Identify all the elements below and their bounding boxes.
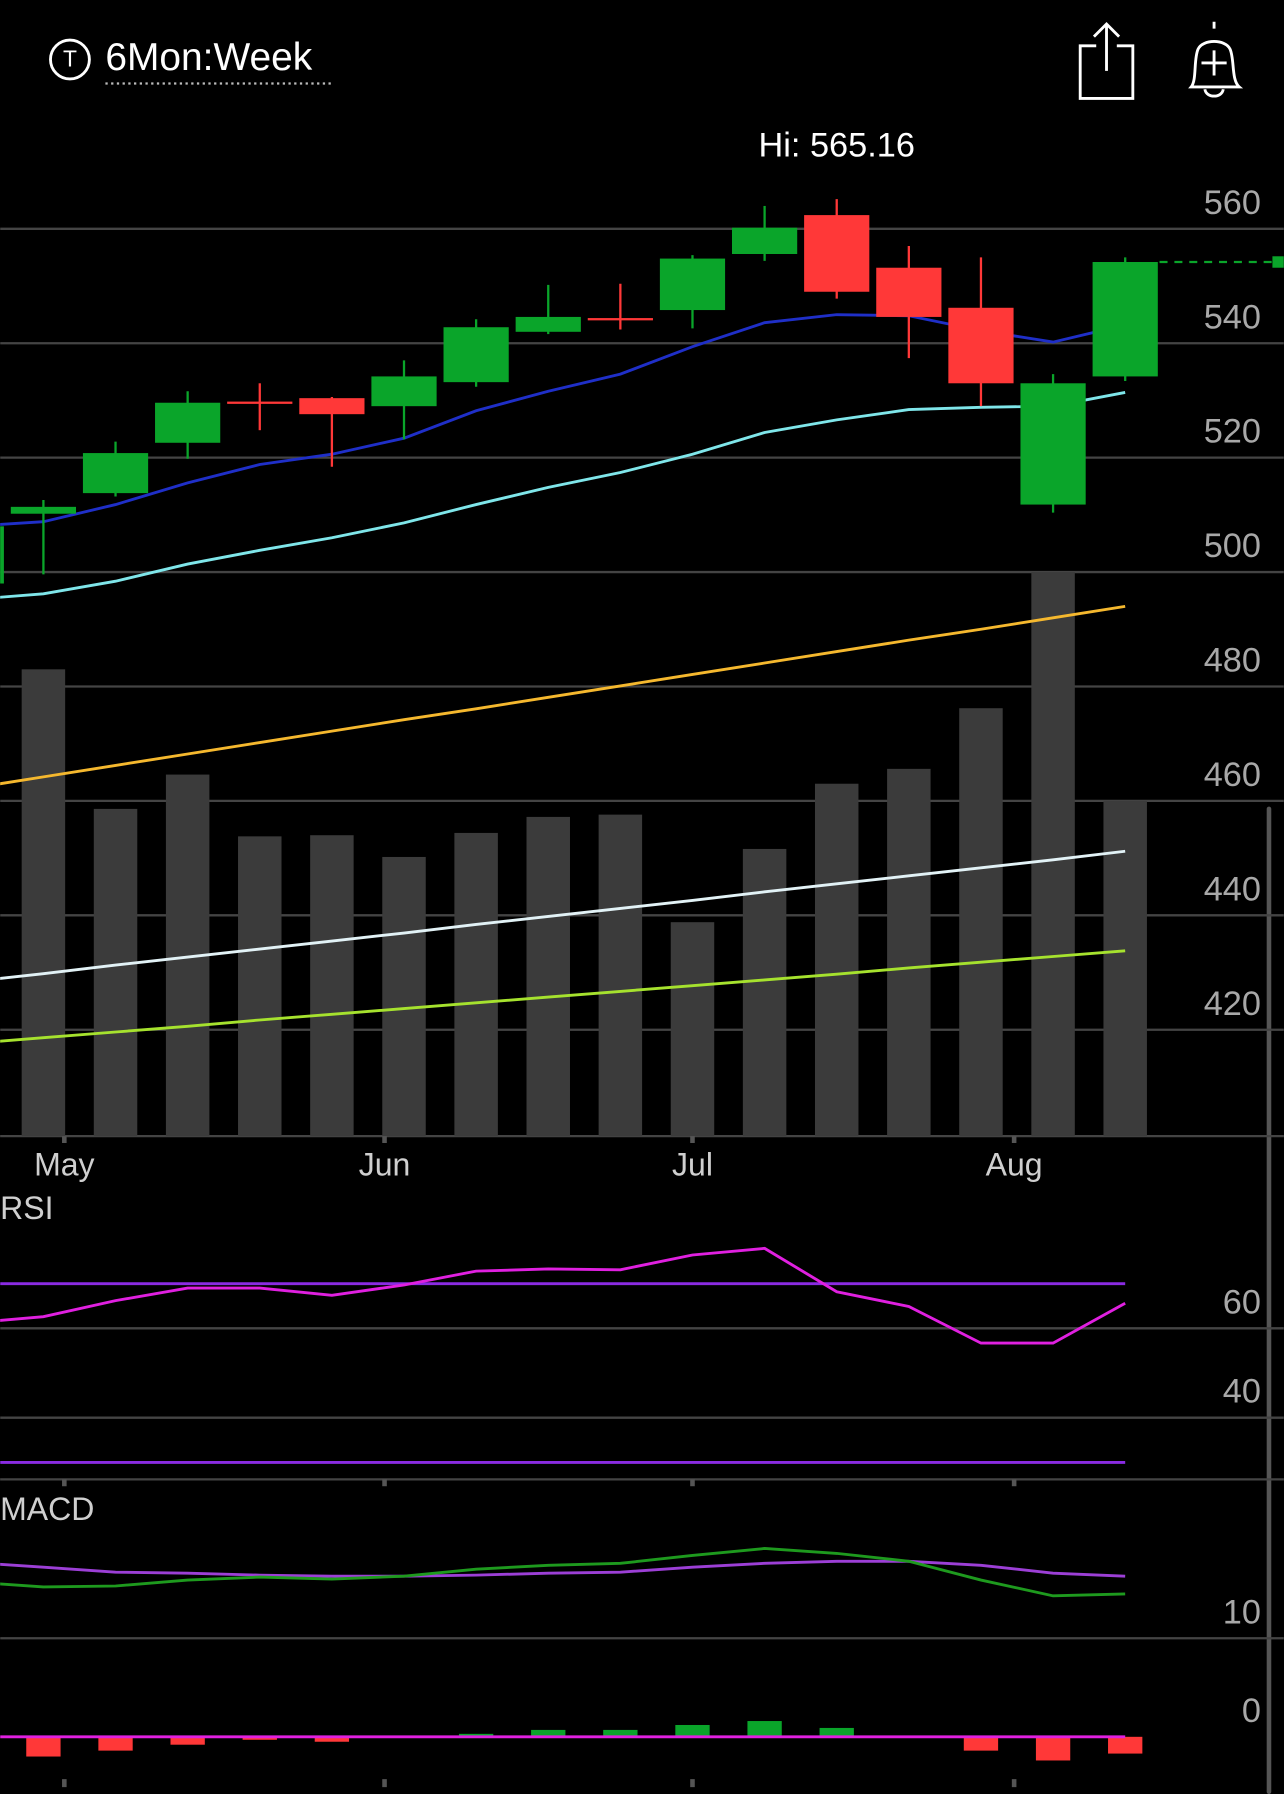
macd-histogram-bar xyxy=(26,1736,61,1757)
y-tick-label: 40 xyxy=(1223,1373,1261,1411)
y-tick-label: 480 xyxy=(1204,642,1261,680)
macd-histogram-bar xyxy=(1108,1736,1143,1754)
volume-bar xyxy=(814,783,859,1137)
y-tick-label: 540 xyxy=(1204,298,1261,336)
y-tick-label: 0 xyxy=(1242,1692,1261,1730)
macd-histogram-bar xyxy=(314,1736,350,1742)
candle-body xyxy=(155,402,221,443)
volume-bar xyxy=(310,835,354,1137)
candle-body xyxy=(10,506,77,514)
candle-body xyxy=(876,267,942,317)
y-tick-label: 500 xyxy=(1204,527,1261,565)
volume-bar xyxy=(93,808,138,1137)
plot-area: 420 440 460 480 500 520 540 560 Hi: 565.16 May Jun… xyxy=(0,127,1284,1788)
high-annotation: Hi: 565.16 xyxy=(759,127,915,165)
y-tick-label: 420 xyxy=(1204,985,1261,1023)
volume-bar xyxy=(959,708,1003,1137)
y-tick-label: 60 xyxy=(1223,1283,1261,1321)
macd-histogram-bar xyxy=(458,1733,494,1737)
macd-histogram-bar xyxy=(1035,1736,1071,1761)
alert-button[interactable] xyxy=(1188,21,1244,98)
x-tick-label: Jul xyxy=(672,1146,713,1182)
period-selector[interactable]: 6Mon:Week xyxy=(105,36,312,79)
rsi-line xyxy=(0,1246,1126,1345)
x-tick-label: Jun xyxy=(359,1146,411,1182)
candle-body xyxy=(371,376,437,407)
volume-bar xyxy=(1031,572,1075,1137)
volume-bar xyxy=(1103,800,1147,1137)
volume-bar xyxy=(598,814,643,1137)
volume-bar xyxy=(526,816,570,1137)
moving-average-line xyxy=(0,949,1126,1043)
macd-histogram-bar xyxy=(675,1724,710,1737)
candle-body xyxy=(515,316,581,332)
header: T 6Mon:Week xyxy=(49,21,1244,100)
scrollbar[interactable] xyxy=(1266,806,1272,1794)
candle-body xyxy=(1020,383,1086,505)
y-tick-label: 520 xyxy=(1204,413,1261,451)
ticker-icon-letter: T xyxy=(63,46,77,72)
macd-histogram-bar xyxy=(531,1729,566,1737)
panel-label: MACD xyxy=(0,1491,94,1527)
macd-histogram-bar xyxy=(747,1721,782,1737)
candle-body xyxy=(587,318,653,321)
macd-histogram-bar xyxy=(963,1736,999,1751)
volume-bar xyxy=(887,768,931,1137)
moving-average-line xyxy=(0,849,1126,980)
volume-bar xyxy=(21,669,66,1137)
macd-histogram-bar xyxy=(170,1736,205,1745)
candle-body xyxy=(731,227,798,254)
volume-bar xyxy=(382,856,426,1137)
moving-average-line xyxy=(0,391,1126,599)
x-tick-label: Aug xyxy=(986,1146,1043,1182)
candle-body xyxy=(82,453,149,494)
signal-line xyxy=(0,1559,1126,1578)
y-tick-label: 440 xyxy=(1204,870,1261,908)
candle-body xyxy=(299,398,365,415)
ticker-icon[interactable] xyxy=(49,38,91,81)
volume-bar xyxy=(238,836,282,1137)
y-tick-label: 560 xyxy=(1204,184,1261,222)
moving-average-line xyxy=(0,313,1126,526)
macd-histogram-bar xyxy=(98,1736,133,1751)
candle-body xyxy=(804,215,870,292)
y-tick-label: 10 xyxy=(1223,1593,1261,1631)
last-price-marker xyxy=(1272,256,1284,268)
macd-histogram-bar xyxy=(242,1736,277,1740)
volume-bar xyxy=(742,848,787,1137)
volume-bar xyxy=(670,922,715,1137)
y-tick-label: 460 xyxy=(1204,756,1261,794)
candle-body xyxy=(948,307,1014,384)
candle-body xyxy=(1092,262,1158,377)
macd-histogram-bar xyxy=(603,1729,638,1737)
candle-body xyxy=(659,258,726,311)
panel-label: RSI xyxy=(0,1190,53,1226)
share-button[interactable] xyxy=(1078,22,1135,100)
volume-bar xyxy=(454,832,498,1137)
x-tick-label: May xyxy=(34,1146,94,1182)
candle-body xyxy=(443,327,509,383)
macd-histogram-bar xyxy=(819,1727,854,1737)
macd-line xyxy=(0,1547,1126,1598)
candle-body xyxy=(227,401,293,404)
moving-average-line xyxy=(0,604,1126,786)
candle-body xyxy=(0,526,4,584)
